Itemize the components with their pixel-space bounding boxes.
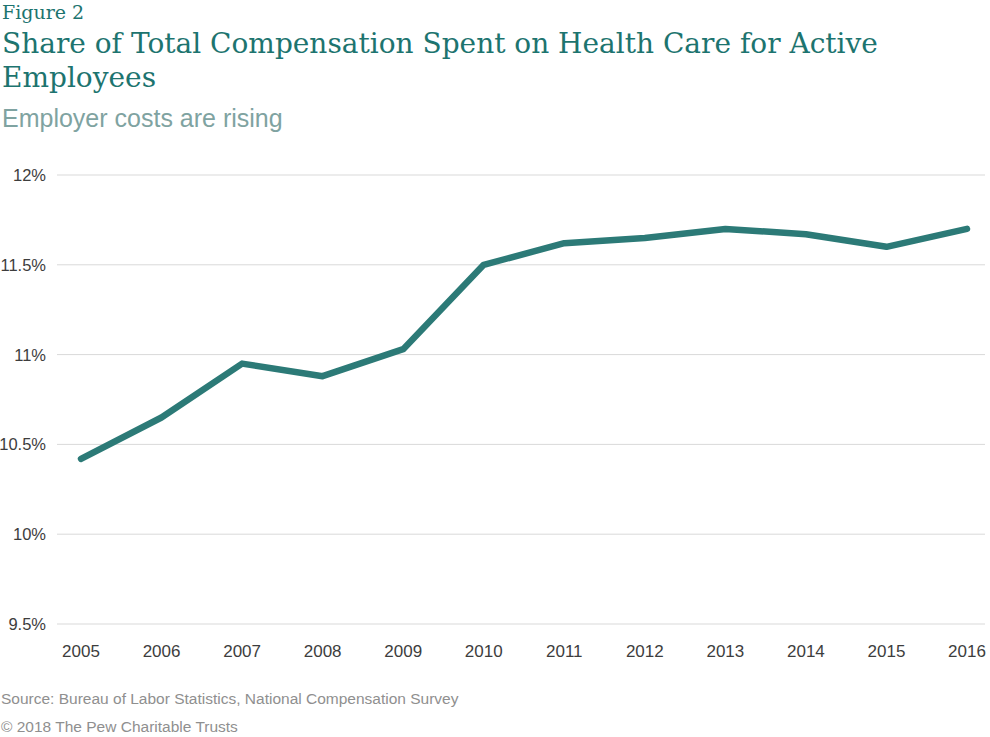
- y-tick-label: 12%: [13, 166, 46, 184]
- y-tick-label: 10.5%: [0, 435, 46, 453]
- page-title-line-1: Share of Total Compensation Spent on Hea…: [2, 27, 962, 61]
- x-tick-label: 2005: [62, 642, 100, 661]
- page-subtitle: Employer costs are rising: [2, 104, 283, 133]
- y-tick-label: 10%: [13, 525, 46, 543]
- x-tick-label: 2012: [626, 642, 664, 661]
- x-tick-label: 2010: [465, 642, 503, 661]
- x-tick-label: 2011: [546, 642, 583, 661]
- y-tick-label: 11%: [14, 346, 46, 364]
- x-tick-label: 2008: [304, 642, 342, 661]
- page-title: Share of Total Compensation Spent on Hea…: [2, 27, 962, 95]
- x-tick-label: 2009: [384, 642, 422, 661]
- x-tick-label: 2016: [948, 642, 986, 661]
- source-text: Source: Bureau of Labor Statistics, Nati…: [1, 690, 459, 708]
- x-tick-label: 2013: [706, 642, 744, 661]
- y-tick-label: 11.5%: [0, 256, 46, 274]
- figure-page: { "figure_label": "Figure 2", "title": {…: [0, 0, 990, 737]
- page-title-line-2: Employees: [2, 61, 962, 95]
- figure-label: Figure 2: [2, 1, 84, 23]
- line-chart: 12% 11.5% 11% 10.5% 10% 9.5% 2005 2006 2007 2008 2…: [0, 150, 990, 670]
- copyright-text: © 2018 The Pew Charitable Trusts: [1, 718, 238, 736]
- x-tick-label: 2006: [143, 642, 181, 661]
- y-tick-label: 9.5%: [8, 615, 46, 633]
- x-tick-label: 2007: [223, 642, 261, 661]
- x-tick-label: 2014: [787, 642, 825, 661]
- x-tick-label: 2015: [868, 642, 906, 661]
- data-line: [81, 229, 967, 459]
